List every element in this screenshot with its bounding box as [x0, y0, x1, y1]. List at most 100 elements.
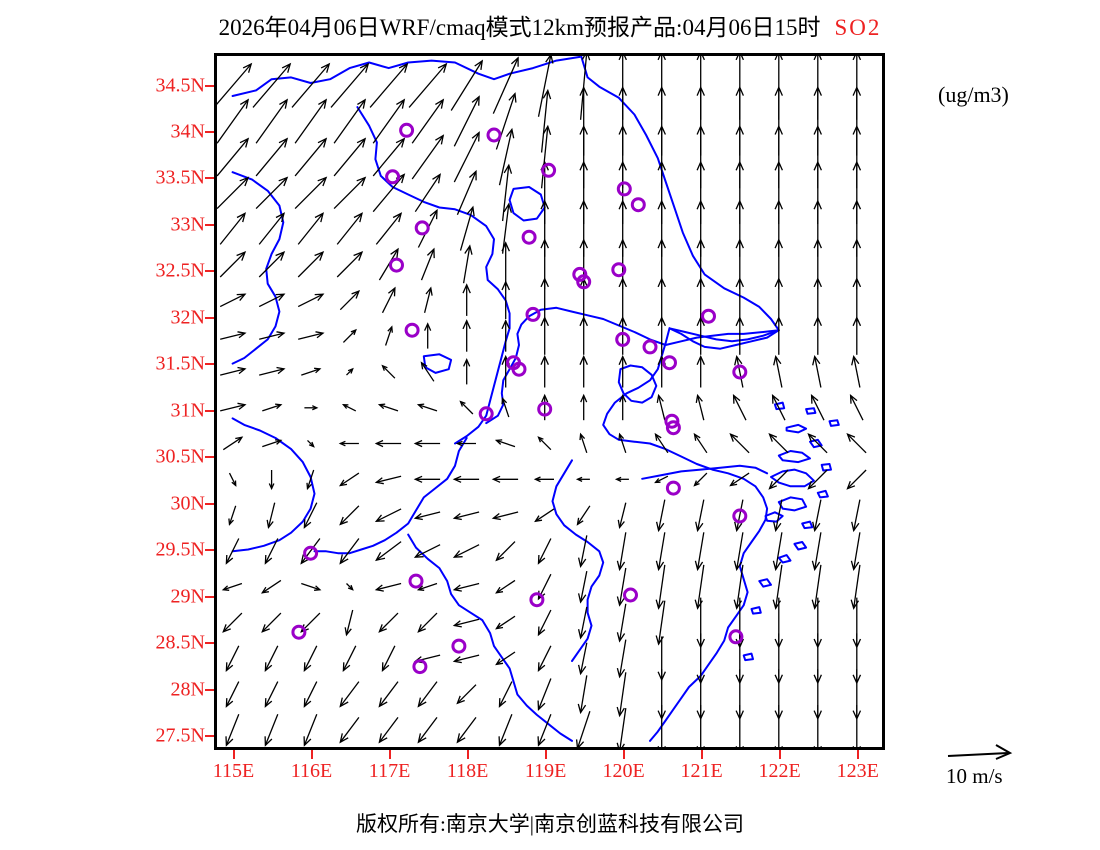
wind-vector-shaft [339, 717, 360, 743]
wind-vector-head [773, 521, 782, 533]
station-marker[interactable] [623, 587, 638, 603]
station-marker[interactable] [665, 420, 681, 436]
wind-vector-head [618, 432, 625, 441]
wind-vector-shaft [853, 356, 861, 388]
wind-vector-head [503, 163, 513, 174]
station-marker[interactable] [665, 480, 681, 496]
wind-vector-head [239, 176, 250, 187]
wind-vector-head [534, 515, 543, 523]
station-marker[interactable] [408, 573, 424, 589]
wind-vector-shaft [217, 177, 249, 210]
wind-vector-head [264, 662, 273, 673]
wind-vector-head [533, 476, 541, 483]
wind-vector-head [491, 512, 501, 521]
station-marker[interactable] [616, 181, 632, 197]
station-marker[interactable] [291, 624, 307, 640]
wind-vector-head [846, 480, 856, 490]
station-marker[interactable] [303, 545, 319, 561]
wind-vector-shaft [456, 171, 477, 216]
station-marker[interactable] [385, 169, 401, 185]
y-axis-tick-label: 28N [170, 678, 205, 701]
wind-vector-shaft [220, 404, 246, 412]
wind-vector-shaft [459, 207, 474, 251]
station-marker[interactable] [486, 127, 502, 143]
wind-vector-shaft [369, 63, 408, 108]
station-marker[interactable] [541, 162, 557, 178]
y-axis-tick-mark [205, 642, 214, 645]
wind-vector-shaft [255, 99, 288, 144]
lake-taihu [617, 364, 658, 404]
wind-vector-head [264, 698, 273, 708]
wind-scale-legend: 10 m/s [940, 742, 1090, 792]
wind-vector-shaft [847, 469, 867, 490]
wind-vector-shaft [454, 511, 480, 519]
wind-vector-shaft [657, 532, 666, 570]
station-marker[interactable] [732, 508, 748, 524]
wind-vector-head [417, 624, 426, 633]
wind-vector-shaft [258, 212, 285, 245]
station-marker[interactable] [728, 629, 744, 645]
wind-vector-head [537, 436, 544, 443]
station-marker[interactable] [521, 229, 537, 245]
wind-vector-head [771, 393, 780, 404]
station-marker[interactable] [399, 122, 415, 138]
station-marker[interactable] [615, 331, 631, 347]
wind-vector-shaft [736, 532, 744, 570]
station-marker[interactable] [572, 266, 588, 282]
y-axis-tick-label: 32.5N [155, 259, 205, 282]
station-marker[interactable] [389, 257, 404, 273]
wind-vector-head [813, 124, 822, 135]
wind-vector-shaft [696, 564, 705, 609]
wind-vector-head [306, 482, 312, 491]
wind-vector-head [768, 433, 778, 442]
station-marker[interactable] [576, 274, 592, 290]
wind-vector-head [732, 393, 741, 404]
station-marker[interactable] [732, 364, 748, 380]
wind-vector-shaft [496, 651, 516, 665]
wind-vector-head [537, 700, 546, 711]
station-marker[interactable] [701, 308, 716, 324]
x-axis-tick-mark [310, 750, 313, 759]
station-marker[interactable] [404, 322, 420, 338]
wind-vector-shaft [228, 505, 237, 525]
station-marker[interactable] [630, 197, 646, 213]
wind-vector-head [339, 516, 348, 526]
wind-vector-head [852, 238, 862, 249]
wind-vector-head [846, 433, 856, 442]
station-marker[interactable] [664, 413, 680, 429]
wind-vector-shaft [417, 681, 438, 707]
wind-vector-shaft [264, 538, 279, 564]
wind-vector-shaft [814, 564, 822, 609]
station-marker[interactable] [412, 659, 428, 675]
wind-vector-shaft [418, 404, 438, 412]
wind-vector-shaft [730, 472, 750, 487]
station-marker[interactable] [611, 262, 627, 278]
station-marker[interactable] [511, 361, 527, 377]
wind-vector-head [435, 134, 445, 145]
station-marker[interactable] [642, 339, 658, 355]
wind-vector-shaft [294, 177, 327, 210]
wind-vector-head [503, 202, 513, 213]
wind-vector-head [281, 62, 292, 73]
coastline-boundary [602, 327, 769, 742]
station-marker[interactable] [529, 592, 545, 608]
station-marker[interactable] [537, 401, 553, 417]
station-marker[interactable] [525, 306, 541, 322]
wind-vector-head [616, 596, 626, 607]
wind-vector-shaft [222, 612, 243, 633]
station-marker[interactable] [414, 220, 430, 236]
wind-vector-head [813, 160, 822, 171]
wind-vector-shaft [420, 362, 435, 382]
station-marker[interactable] [662, 355, 677, 371]
coastline-boundary [580, 56, 780, 350]
wind-vector-shaft [535, 508, 555, 522]
wind-vector-shaft [540, 126, 549, 189]
wind-vector-head [452, 550, 463, 558]
wind-vector-shaft [217, 138, 249, 177]
station-marker[interactable] [478, 406, 494, 422]
coastline-boundary [641, 464, 769, 480]
wind-vector-shaft [657, 499, 666, 531]
station-marker[interactable] [451, 638, 467, 654]
wind-vector-head [236, 212, 247, 223]
wind-vector-shaft [217, 63, 252, 105]
